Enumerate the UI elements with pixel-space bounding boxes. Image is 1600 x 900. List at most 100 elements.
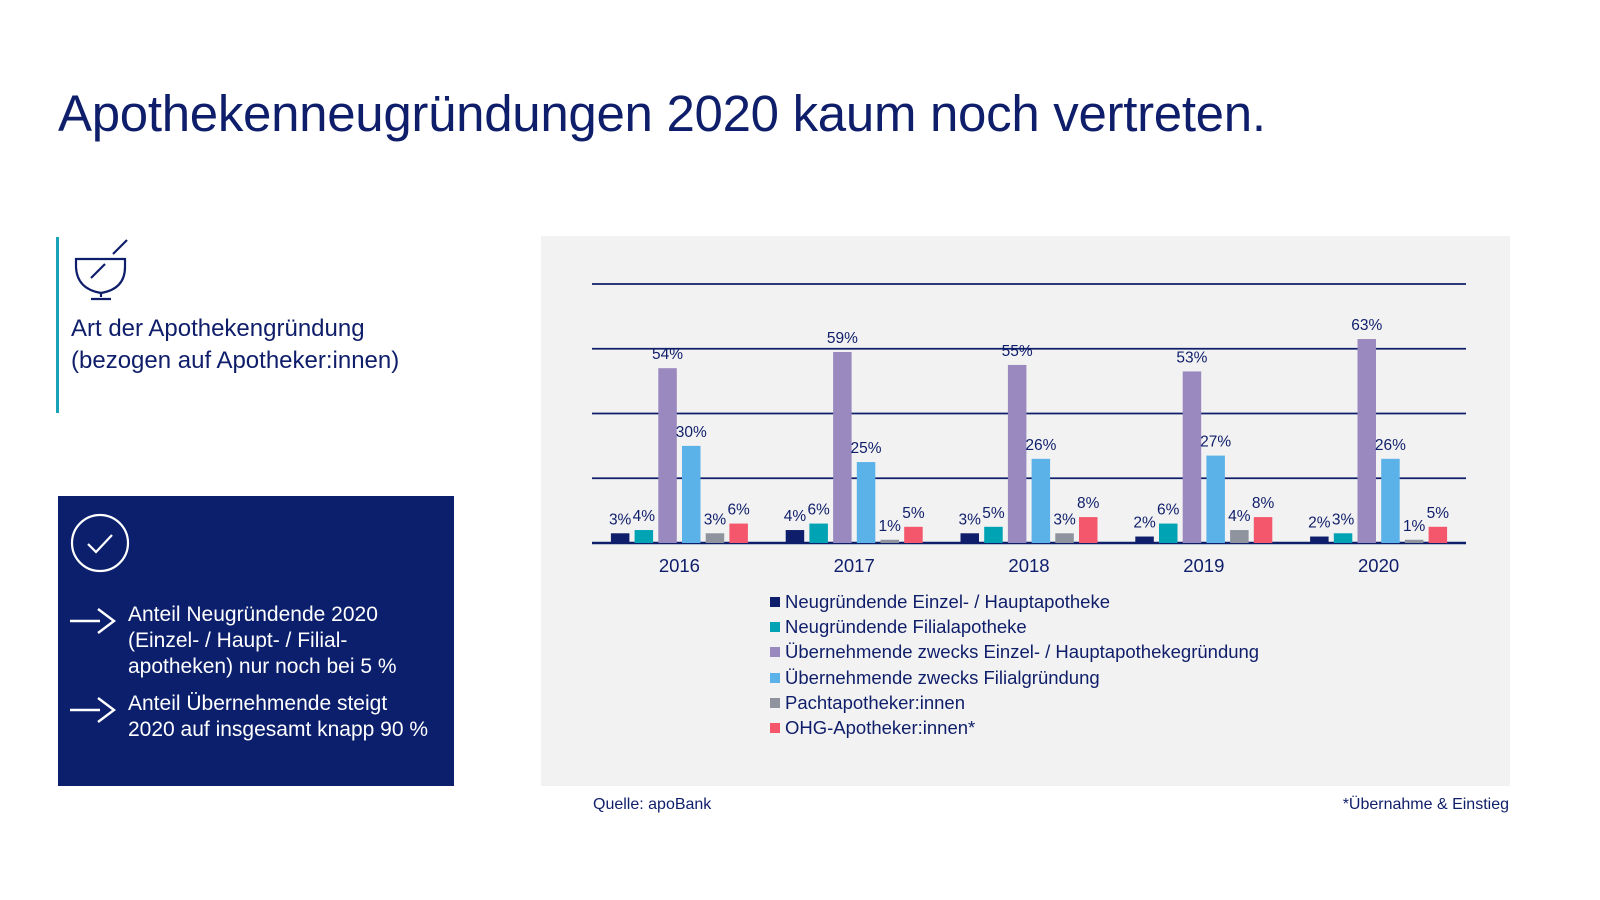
legend-label: Neugründende Einzel- / Hauptapotheke [785, 590, 1111, 612]
bar [634, 530, 654, 543]
bar [1253, 517, 1273, 543]
data-label: 4% [1228, 508, 1251, 525]
x-tick-label: 2018 [1008, 555, 1049, 576]
legend-label: Übernehmende zwecks Einzel- / Hauptapoth… [785, 641, 1260, 663]
bar [904, 526, 923, 543]
legend-label: Übernehmende zwecks Filialgründung [785, 666, 1100, 688]
data-label: 3% [1053, 511, 1076, 528]
data-label: 6% [1157, 502, 1180, 519]
legend-swatch [770, 672, 780, 683]
bar [984, 526, 1003, 543]
bar [1310, 536, 1329, 543]
data-label: 6% [727, 502, 750, 519]
arrow-right-icon [70, 697, 116, 723]
legend-swatch [770, 697, 780, 708]
description-line-2: (bezogen auf Apotheker:innen) [71, 347, 400, 374]
finding-text-line: Anteil Neugründende 2020 [128, 603, 378, 626]
bar [1333, 533, 1353, 543]
x-tick-label: 2019 [1183, 555, 1224, 576]
bar [1079, 517, 1098, 543]
finding-text-line: 2020 auf insgesamt knapp 90 % [128, 718, 429, 741]
data-label: 26% [1025, 437, 1056, 454]
data-label: 63% [1351, 317, 1382, 334]
arrow-right-icon [70, 608, 116, 634]
legend-item: Übernehmende zwecks Einzel- / Hauptapoth… [770, 640, 1259, 665]
finding-item: Anteil Übernehmende steigt 2020 auf insg… [70, 691, 458, 743]
finding-text-line: apotheken) nur noch bei 5 % [128, 655, 397, 678]
data-label: 3% [609, 511, 632, 528]
data-label: 25% [851, 440, 882, 457]
legend-swatch [770, 647, 780, 658]
data-label: 8% [1252, 495, 1275, 512]
data-label: 3% [704, 511, 727, 528]
check-circle-icon [70, 513, 130, 573]
bar [809, 523, 828, 543]
data-label: 5% [1427, 505, 1450, 522]
key-findings-box: Anteil Neugründende 2020 (Einzel- / Haup… [58, 496, 454, 786]
legend-label: Pachtapotheker:innen [785, 691, 965, 713]
data-label: 8% [1077, 495, 1100, 512]
data-label: 2% [1133, 515, 1156, 532]
data-label: 59% [827, 330, 858, 347]
bar [833, 351, 852, 543]
legend-item: Neugründende Filialapotheke [770, 614, 1259, 639]
page-title: Apothekenneugründungen 2020 kaum noch ve… [58, 85, 1266, 142]
bar [705, 533, 725, 543]
data-label: 53% [1176, 349, 1207, 366]
bar [785, 530, 805, 543]
legend-item: Übernehmende zwecks Filialgründung [770, 665, 1259, 690]
chart-panel: 3% 4% 54% 30% 3% 6% 2016 4% 6% 59% 25% 1% 5% 2017 3% 5%… [541, 236, 1510, 786]
bar [960, 533, 979, 543]
footnote: *Übernahme & Einstieg [1342, 796, 1509, 813]
description-line-1: Art der Apothekengründung [71, 315, 365, 342]
finding-item: Anteil Neugründende 2020 (Einzel- / Haup… [70, 602, 458, 680]
data-label: 6% [807, 502, 830, 519]
bar [610, 533, 630, 543]
data-label: 4% [784, 508, 807, 525]
bar [1159, 523, 1178, 543]
legend-item: OHG-Apotheker:innen* [770, 715, 1259, 740]
legend-swatch [770, 596, 780, 607]
x-tick-label: 2020 [1358, 555, 1399, 576]
legend-label: OHG-Apotheker:innen* [785, 717, 976, 739]
bar [1404, 539, 1424, 543]
finding-text-line: (Einzel- / Haupt- / Filial- [128, 629, 348, 652]
bar [1428, 526, 1448, 543]
bar [1135, 536, 1154, 543]
legend-swatch [770, 723, 780, 734]
source-note: Quelle: apoBank [593, 796, 712, 813]
bar [1055, 533, 1074, 543]
data-label: 5% [982, 505, 1005, 522]
legend-item: Neugründende Einzel- / Hauptapotheke [770, 589, 1259, 614]
finding-text-line: Anteil Übernehmende steigt [128, 692, 388, 715]
data-label: 5% [902, 505, 925, 522]
bar [1206, 455, 1225, 543]
legend-item: Pachtapotheker:innen [770, 690, 1259, 715]
chart-legend: Neugründende Einzel- / Hauptapotheke Neu… [770, 589, 1259, 741]
data-label: 2% [1308, 515, 1331, 532]
data-label: 1% [879, 518, 902, 535]
bar [1357, 339, 1376, 543]
bar [1381, 458, 1400, 543]
data-label: 1% [1403, 518, 1426, 535]
bar [1230, 530, 1249, 543]
mortar-pestle-icon [74, 239, 128, 301]
data-label: 26% [1375, 437, 1406, 454]
bar [658, 368, 677, 543]
bar [1007, 364, 1027, 543]
data-label: 3% [1332, 511, 1355, 528]
data-label: 55% [1002, 343, 1033, 360]
data-label: 3% [959, 511, 982, 528]
bar [880, 539, 899, 543]
chart-description: Art der Apothekengründung (bezogen auf A… [56, 237, 469, 413]
data-label: 27% [1200, 434, 1231, 451]
x-tick-label: 2016 [659, 555, 700, 576]
legend-label: Neugründende Filialapotheke [785, 615, 1027, 637]
bar [682, 445, 701, 543]
bar [729, 523, 748, 543]
x-tick-label: 2017 [834, 555, 875, 576]
bar [856, 462, 876, 543]
legend-swatch [770, 621, 780, 632]
data-label: 4% [633, 508, 656, 525]
